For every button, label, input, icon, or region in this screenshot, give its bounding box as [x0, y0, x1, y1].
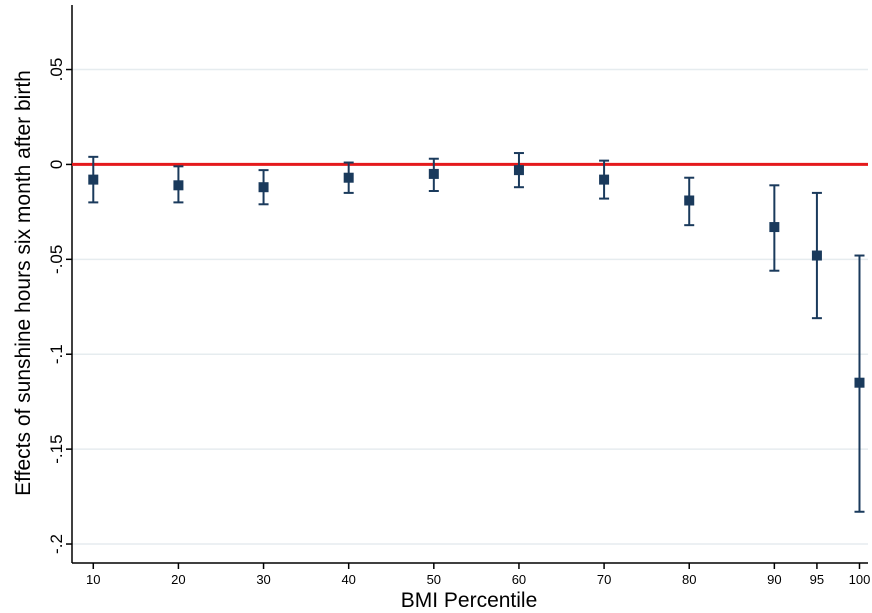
x-axis-ticks: 10 20 30 40 50 60 70 80 90 95 100	[86, 563, 870, 587]
y-tick-label: -.2	[47, 534, 66, 554]
y-tick-label: 0	[47, 160, 66, 169]
data-point	[343, 172, 354, 183]
data-point	[428, 168, 439, 179]
data-point	[599, 174, 610, 185]
x-tick-label: 20	[171, 572, 185, 587]
x-tick-label: 100	[849, 572, 871, 587]
y-tick-label: .05	[47, 58, 66, 82]
y-tick-label: -.05	[47, 245, 66, 274]
x-tick-label: 60	[512, 572, 526, 587]
data-point	[173, 180, 184, 191]
x-tick-label: 95	[810, 572, 824, 587]
x-tick-label: 10	[86, 572, 100, 587]
data-point	[88, 174, 99, 185]
y-tick-label: -.15	[47, 434, 66, 463]
x-tick-label: 50	[427, 572, 441, 587]
data-point	[684, 195, 695, 206]
x-axis-title: BMI Percentile	[401, 589, 538, 612]
x-tick-label: 40	[341, 572, 355, 587]
data-point	[769, 222, 780, 233]
data-point	[258, 182, 269, 193]
x-tick-label: 90	[767, 572, 781, 587]
y-axis-title: Effects of sunshine hours six month afte…	[12, 70, 35, 496]
x-tick-label: 80	[682, 572, 696, 587]
y-tick-label: -.1	[47, 344, 66, 364]
data-point	[854, 377, 865, 388]
data-point	[513, 165, 524, 176]
data-series	[88, 152, 865, 513]
x-tick-label: 70	[597, 572, 611, 587]
data-point	[811, 250, 822, 261]
x-tick-label: 30	[256, 572, 270, 587]
y-axis-ticks: .05 0 -.05 -.1 -.15 -.2	[47, 58, 72, 554]
